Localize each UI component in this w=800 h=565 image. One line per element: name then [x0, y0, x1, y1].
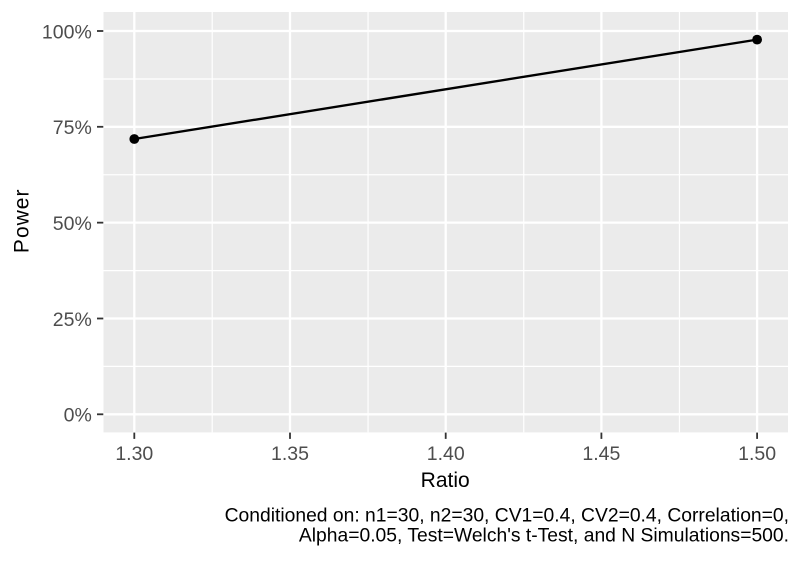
- svg-text:100%: 100%: [42, 21, 92, 43]
- svg-text:1.35: 1.35: [271, 443, 309, 465]
- svg-text:0%: 0%: [64, 405, 92, 427]
- svg-text:1.45: 1.45: [582, 443, 620, 465]
- svg-text:50%: 50%: [53, 213, 92, 235]
- svg-text:1.50: 1.50: [738, 443, 776, 465]
- svg-text:Alpha=0.05, Test=Welch's t-Tes: Alpha=0.05, Test=Welch's t-Test, and N S…: [299, 525, 789, 546]
- svg-text:Power: Power: [11, 189, 34, 254]
- svg-text:Ratio: Ratio: [421, 469, 470, 492]
- svg-text:75%: 75%: [53, 117, 92, 139]
- svg-text:1.40: 1.40: [427, 443, 465, 465]
- svg-text:1.30: 1.30: [115, 443, 153, 465]
- svg-text:25%: 25%: [53, 309, 92, 331]
- svg-text:Conditioned on: n1=30, n2=30,: Conditioned on: n1=30, n2=30, CV1=0.4, C…: [225, 505, 789, 526]
